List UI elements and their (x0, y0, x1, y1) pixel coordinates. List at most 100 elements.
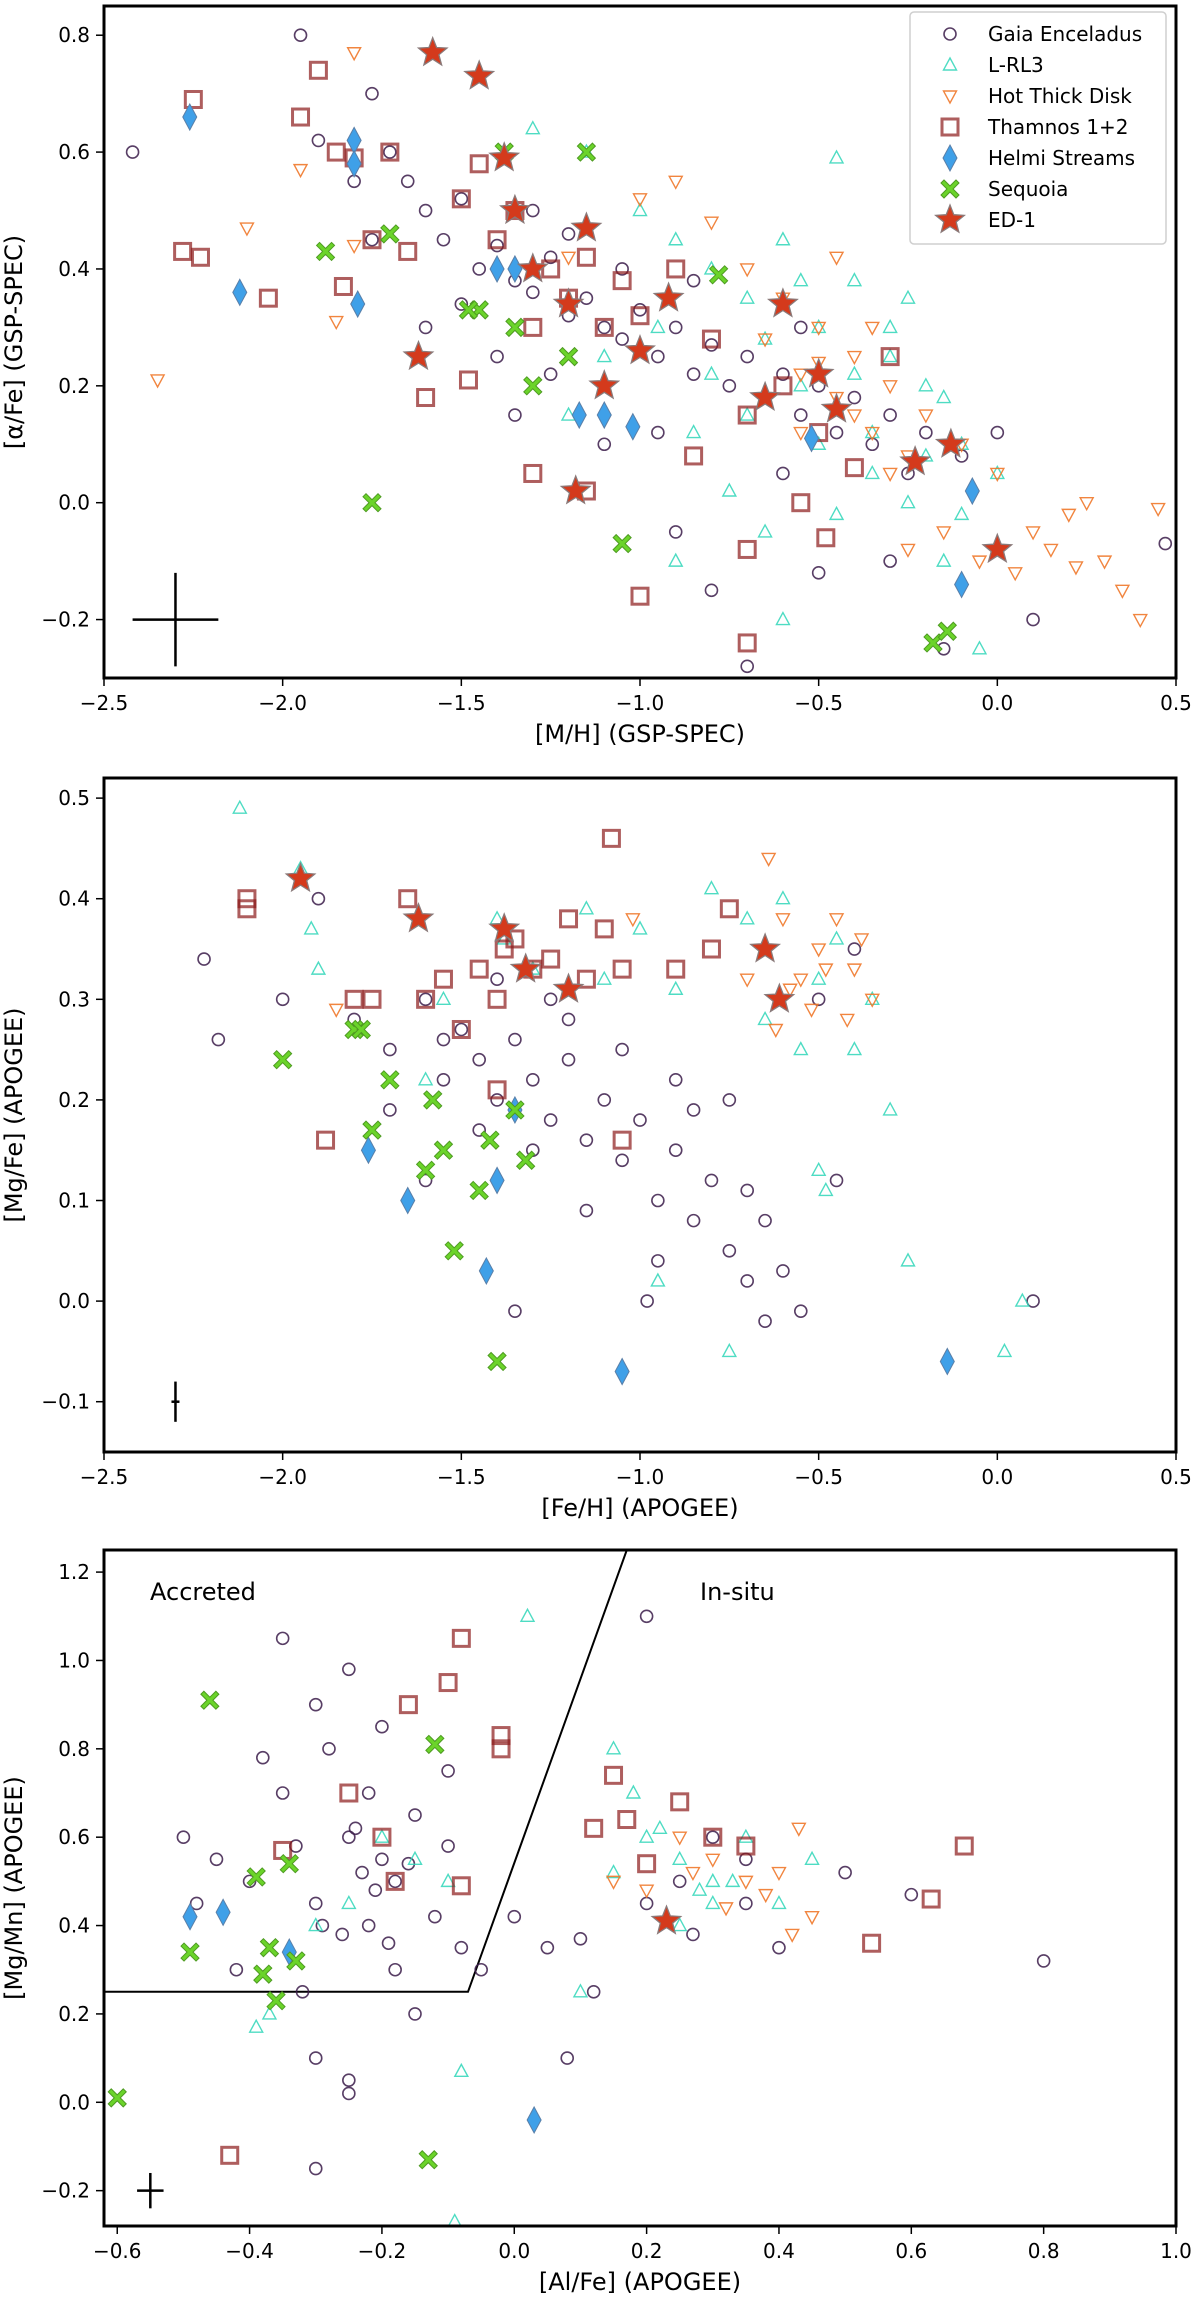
data-point (335, 1927, 350, 1942)
data-point (239, 222, 255, 237)
legend-item: L-RL3 (942, 53, 1044, 77)
data-point (803, 1003, 820, 1018)
data-point (266, 1990, 286, 2011)
data-point (383, 1103, 397, 1117)
data-point (605, 1875, 622, 1890)
data-point (776, 1264, 790, 1278)
data-point (248, 2018, 264, 2033)
data-point (1068, 561, 1084, 576)
data-point (597, 1093, 612, 1107)
data-point (182, 102, 198, 132)
data-point (433, 1140, 454, 1160)
data-point (772, 1940, 786, 1955)
data-point (630, 306, 650, 326)
data-point (576, 969, 596, 989)
data-point (342, 1662, 356, 1677)
data-point (402, 339, 435, 371)
y-tick-label: 0.4 (58, 1914, 90, 1938)
data-point (883, 554, 897, 568)
data-point (594, 919, 614, 939)
data-point (253, 1964, 273, 1984)
data-point (923, 633, 943, 653)
data-point (936, 552, 952, 567)
data-point (651, 425, 665, 440)
legend-marker (943, 27, 957, 41)
data-point (604, 1765, 624, 1785)
data-point (472, 1052, 487, 1067)
data-point (523, 317, 543, 337)
data-point (561, 1012, 576, 1027)
data-point (408, 1808, 422, 1822)
data-point (625, 1784, 642, 1799)
data-point (597, 437, 612, 452)
series-hot-thick-disk (605, 1822, 820, 1943)
data-point (402, 902, 435, 933)
data-point (293, 28, 308, 43)
y-tick-label: 0.2 (58, 374, 90, 398)
legend-label: Hot Thick Disk (988, 84, 1132, 108)
data-point (776, 466, 790, 481)
legend-marker (942, 143, 958, 173)
data-point (810, 970, 827, 985)
data-point (308, 1896, 323, 1911)
data-point (1026, 1294, 1040, 1308)
data-point (303, 920, 319, 935)
data-point (308, 2051, 323, 2065)
data-point (523, 376, 543, 396)
data-point (474, 1962, 488, 1977)
data-point (197, 952, 211, 966)
data-point (211, 1032, 226, 1047)
region-label: Accreted (150, 1578, 256, 1606)
data-point (594, 317, 614, 337)
data-point (232, 278, 248, 307)
x-tick-label: −2.5 (80, 691, 129, 715)
data-point (519, 1607, 536, 1622)
plot-area (104, 1550, 1051, 2226)
data-point (491, 1726, 511, 1746)
data-point (385, 1871, 405, 1891)
data-point (724, 1872, 741, 1888)
data-point (344, 989, 364, 1009)
data-point (846, 409, 863, 424)
data-point (775, 913, 791, 928)
data-point (579, 1203, 594, 1218)
data-point (333, 276, 353, 296)
data-point (176, 1830, 191, 1844)
data-point (560, 406, 577, 421)
data-point (543, 992, 558, 1007)
data-point (572, 1983, 589, 1998)
data-point (775, 611, 791, 626)
x-tick-label: −1.0 (616, 1465, 665, 1489)
y-tick-label: 0.3 (58, 987, 90, 1011)
data-point (398, 241, 418, 261)
data-point (791, 493, 811, 513)
data-point (828, 391, 845, 406)
data-point (365, 232, 379, 247)
data-point (883, 408, 897, 422)
data-point (351, 1019, 371, 1040)
data-point (810, 318, 827, 334)
data-point (818, 963, 834, 978)
data-point (453, 2062, 470, 2078)
data-point (308, 1917, 324, 1932)
data-point (740, 659, 755, 674)
data-point (438, 1673, 458, 1693)
data-point (1043, 543, 1059, 558)
data-point (633, 1113, 647, 1127)
error-bar (137, 2172, 164, 2209)
legend-marker (934, 203, 966, 234)
data-point (918, 409, 934, 424)
data-point (576, 142, 597, 162)
data-point (543, 250, 558, 265)
data-point (190, 247, 210, 267)
data-point (864, 990, 880, 1006)
data-point (525, 203, 540, 218)
data-point (776, 367, 790, 381)
data-point (561, 227, 576, 241)
data-point (220, 2145, 240, 2165)
data-point (372, 1827, 392, 1847)
legend: Gaia Enceladus L-RL3 Hot Thick Disk Thamnos… (909, 11, 1167, 245)
data-point (637, 1854, 657, 1874)
data-point (705, 1872, 721, 1888)
data-point (1158, 536, 1173, 551)
